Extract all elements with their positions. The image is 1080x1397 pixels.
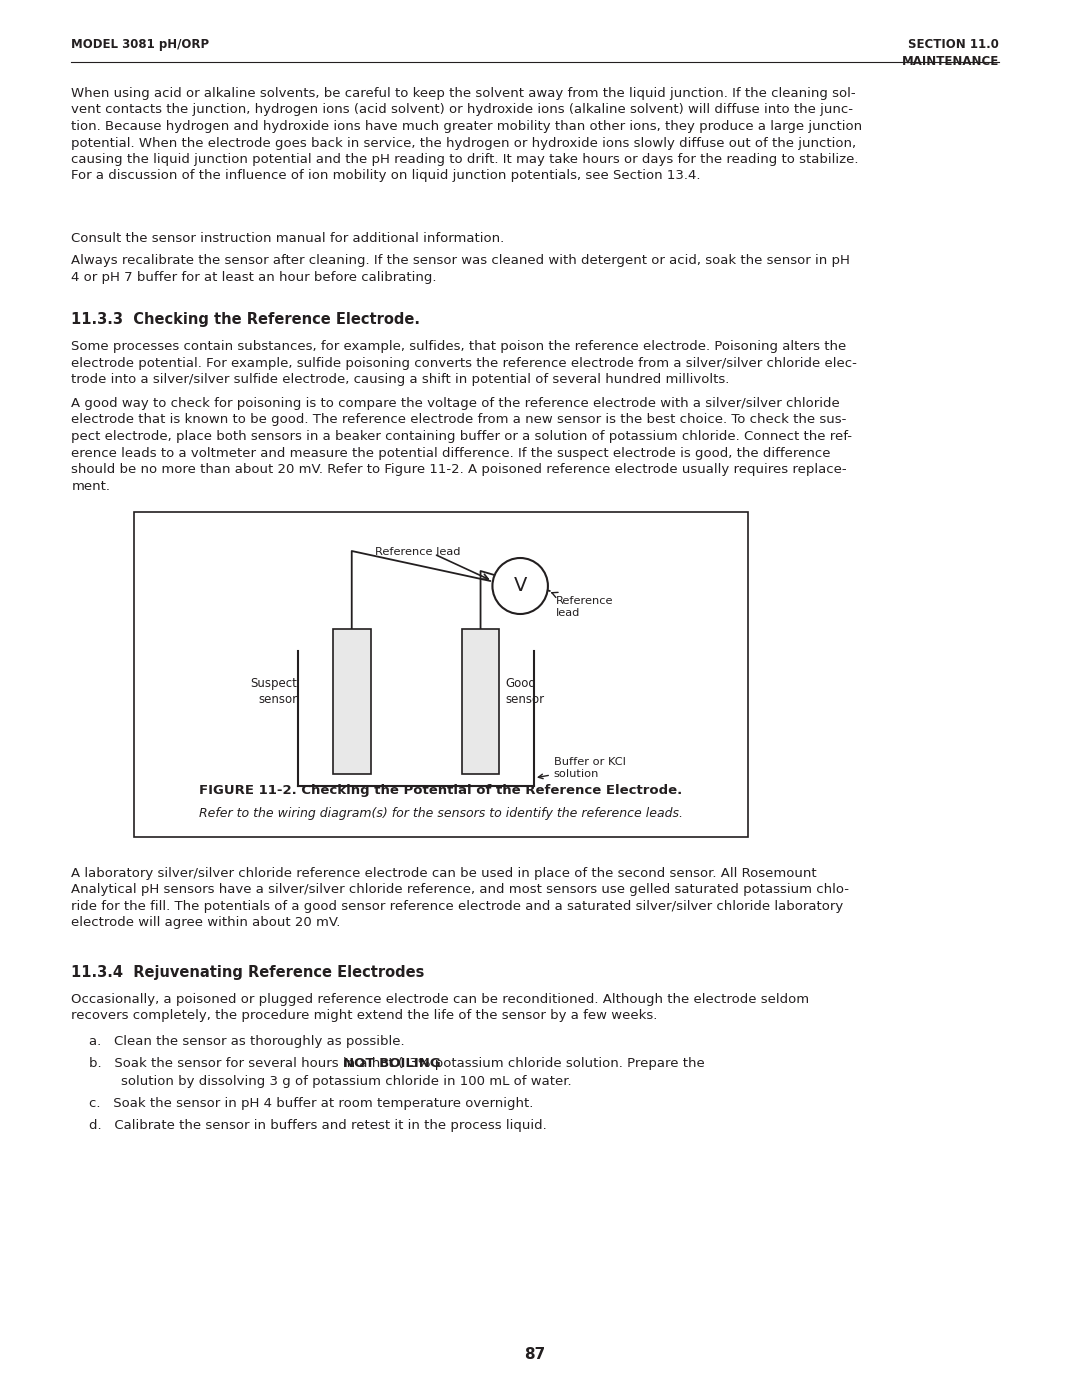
Text: c.   Soak the sensor in pH 4 buffer at room temperature overnight.: c. Soak the sensor in pH 4 buffer at roo… bbox=[90, 1098, 534, 1111]
Text: Refer to the wiring diagram(s) for the sensors to identify the reference leads.: Refer to the wiring diagram(s) for the s… bbox=[199, 807, 683, 820]
Text: A laboratory silver/silver chloride reference electrode can be used in place of : A laboratory silver/silver chloride refe… bbox=[71, 868, 849, 929]
Text: When using acid or alkaline solvents, be careful to keep the solvent away from t: When using acid or alkaline solvents, be… bbox=[71, 87, 863, 183]
Text: d.   Calibrate the sensor in buffers and retest it in the process liquid.: d. Calibrate the sensor in buffers and r… bbox=[90, 1119, 546, 1133]
Text: FIGURE 11-2. Checking the Potential of the Reference Electrode.: FIGURE 11-2. Checking the Potential of t… bbox=[200, 784, 683, 798]
Text: Occasionally, a poisoned or plugged reference electrode can be reconditioned. Al: Occasionally, a poisoned or plugged refe… bbox=[71, 993, 810, 1023]
FancyBboxPatch shape bbox=[134, 511, 748, 837]
Text: 87: 87 bbox=[525, 1347, 545, 1362]
Text: V: V bbox=[513, 577, 527, 595]
Text: Buffer or KCl
solution: Buffer or KCl solution bbox=[538, 757, 625, 780]
Text: 11.3.3  Checking the Reference Electrode.: 11.3.3 Checking the Reference Electrode. bbox=[71, 312, 420, 327]
Circle shape bbox=[492, 557, 548, 615]
Text: b.   Soak the sensor for several hours in a hot (: b. Soak the sensor for several hours in … bbox=[90, 1058, 403, 1070]
Text: a.   Clean the sensor as thoroughly as possible.: a. Clean the sensor as thoroughly as pos… bbox=[90, 1035, 405, 1048]
Text: Consult the sensor instruction manual for additional information.: Consult the sensor instruction manual fo… bbox=[71, 232, 504, 244]
Text: ) 3% potassium chloride solution. Prepare the: ) 3% potassium chloride solution. Prepar… bbox=[400, 1058, 704, 1070]
Text: NOT BOILING: NOT BOILING bbox=[342, 1058, 441, 1070]
Text: Reference
lead: Reference lead bbox=[556, 597, 613, 619]
Bar bbox=[333, 629, 370, 774]
Text: Always recalibrate the sensor after cleaning. If the sensor was cleaned with det: Always recalibrate the sensor after clea… bbox=[71, 254, 850, 284]
Text: SECTION 11.0: SECTION 11.0 bbox=[908, 38, 999, 52]
Text: Some processes contain substances, for example, sulfides, that poison the refere: Some processes contain substances, for e… bbox=[71, 339, 858, 386]
Text: A good way to check for poisoning is to compare the voltage of the reference ele: A good way to check for poisoning is to … bbox=[71, 397, 852, 493]
Text: MODEL 3081 pH/ORP: MODEL 3081 pH/ORP bbox=[71, 38, 210, 52]
Text: Reference lead: Reference lead bbox=[375, 548, 460, 557]
Text: 11.3.4  Rejuvenating Reference Electrodes: 11.3.4 Rejuvenating Reference Electrodes bbox=[71, 965, 424, 981]
Text: solution by dissolving 3 g of potassium chloride in 100 mL of water.: solution by dissolving 3 g of potassium … bbox=[121, 1076, 571, 1088]
Text: Suspect
sensor: Suspect sensor bbox=[251, 678, 297, 705]
Text: MAINTENANCE: MAINTENANCE bbox=[902, 54, 999, 68]
Text: Good
sensor: Good sensor bbox=[505, 678, 544, 705]
Bar bbox=[462, 629, 499, 774]
